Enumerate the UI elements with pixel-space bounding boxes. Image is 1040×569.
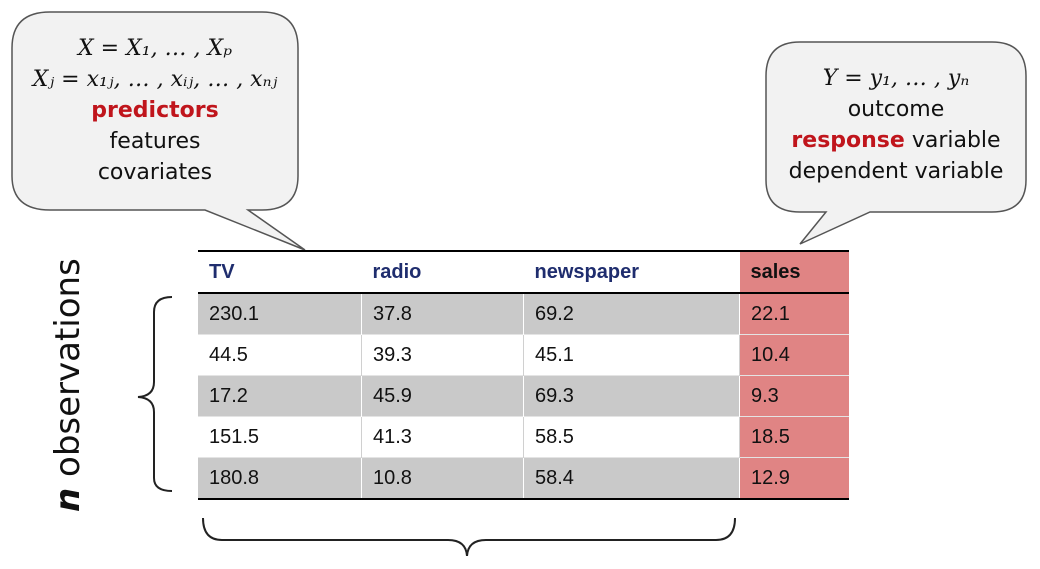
features-term: features xyxy=(109,129,201,154)
predictors-term: predictors xyxy=(91,98,219,123)
header-sales: sales xyxy=(739,250,849,294)
table-cell: 12.9 xyxy=(739,457,849,500)
table-row: 151.5 41.3 58.5 18.5 xyxy=(198,416,849,458)
predictor-column-formula: Xⱼ = x₁ⱼ, … , xᵢⱼ, … , xₙⱼ xyxy=(32,67,278,92)
response-word: response xyxy=(791,128,905,153)
response-suffix: variable xyxy=(904,128,1001,153)
n-observations-label: n observations xyxy=(48,258,88,512)
outcome-term: outcome xyxy=(847,97,945,122)
predictor-speech-bubble xyxy=(11,11,306,251)
table-row: 230.1 37.8 69.2 22.1 xyxy=(198,292,849,335)
predictor-bubble-text: X = X₁, … , Xₚ Xⱼ = x₁ⱼ, … , xᵢⱼ, … , xₙ… xyxy=(18,33,292,188)
covariates-term: covariates xyxy=(97,160,213,185)
table-cell: 17.2 xyxy=(198,375,362,417)
table-row: 180.8 10.8 58.4 12.9 xyxy=(198,457,849,500)
table-cell: 69.2 xyxy=(523,292,740,335)
response-formula: Y = y₁, … , yₙ xyxy=(822,66,970,91)
table-cell: 69.3 xyxy=(523,375,740,417)
table-cell: 58.5 xyxy=(523,416,740,458)
table-cell: 180.8 xyxy=(198,457,362,500)
header-newspaper: newspaper xyxy=(523,250,740,294)
table-cell: 45.1 xyxy=(523,334,740,376)
table-cell: 41.3 xyxy=(361,416,524,458)
table-row: 44.5 39.3 45.1 10.4 xyxy=(198,334,849,376)
table-row: 17.2 45.9 69.3 9.3 xyxy=(198,375,849,417)
n-symbol: n xyxy=(48,487,88,512)
predictor-set-formula: X = X₁, … , Xₚ xyxy=(78,36,232,61)
table-cell: 151.5 xyxy=(198,416,362,458)
table-cell: 230.1 xyxy=(198,292,362,335)
table-cell: 22.1 xyxy=(739,292,849,335)
table-cell: 9.3 xyxy=(739,375,849,417)
response-bubble-text: Y = y₁, … , yₙ outcome response variable… xyxy=(770,63,1022,187)
table-cell: 58.4 xyxy=(523,457,740,500)
response-variable-term: response variable xyxy=(770,125,1022,156)
table-cell: 39.3 xyxy=(361,334,524,376)
header-tv: TV xyxy=(198,250,362,294)
table-cell: 37.8 xyxy=(361,292,524,335)
table-cell: 10.8 xyxy=(361,457,524,500)
table-cell: 44.5 xyxy=(198,334,362,376)
dependent-variable-term: dependent variable xyxy=(788,159,1004,184)
observations-word: observations xyxy=(48,258,88,488)
table-cell: 18.5 xyxy=(739,416,849,458)
table-cell: 10.4 xyxy=(739,334,849,376)
advertising-data-table: TV radio newspaper sales 230.1 37.8 69.2… xyxy=(198,250,849,500)
table-header-row: TV radio newspaper sales xyxy=(198,250,849,294)
header-radio: radio xyxy=(361,250,524,294)
predictors-brace xyxy=(202,517,736,557)
response-speech-bubble xyxy=(765,41,1027,245)
table-cell: 45.9 xyxy=(361,375,524,417)
observations-brace xyxy=(137,296,173,492)
